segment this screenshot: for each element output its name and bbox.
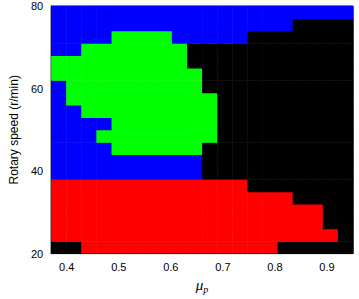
- svg-text:0.6: 0.6: [163, 261, 178, 273]
- svg-text:p: p: [202, 284, 208, 295]
- svg-text:60: 60: [31, 83, 43, 95]
- svg-text:0.8: 0.8: [267, 261, 282, 273]
- svg-text:20: 20: [31, 248, 43, 260]
- svg-text:0.7: 0.7: [215, 261, 230, 273]
- svg-text:80: 80: [31, 0, 43, 12]
- svg-text:0.4: 0.4: [59, 261, 74, 273]
- svg-text:Rotary speed (r/min): Rotary speed (r/min): [7, 75, 21, 184]
- svg-text:μ: μ: [195, 277, 204, 293]
- svg-text:40: 40: [31, 165, 43, 177]
- svg-text:0.9: 0.9: [319, 261, 334, 273]
- svg-text:0.5: 0.5: [111, 261, 126, 273]
